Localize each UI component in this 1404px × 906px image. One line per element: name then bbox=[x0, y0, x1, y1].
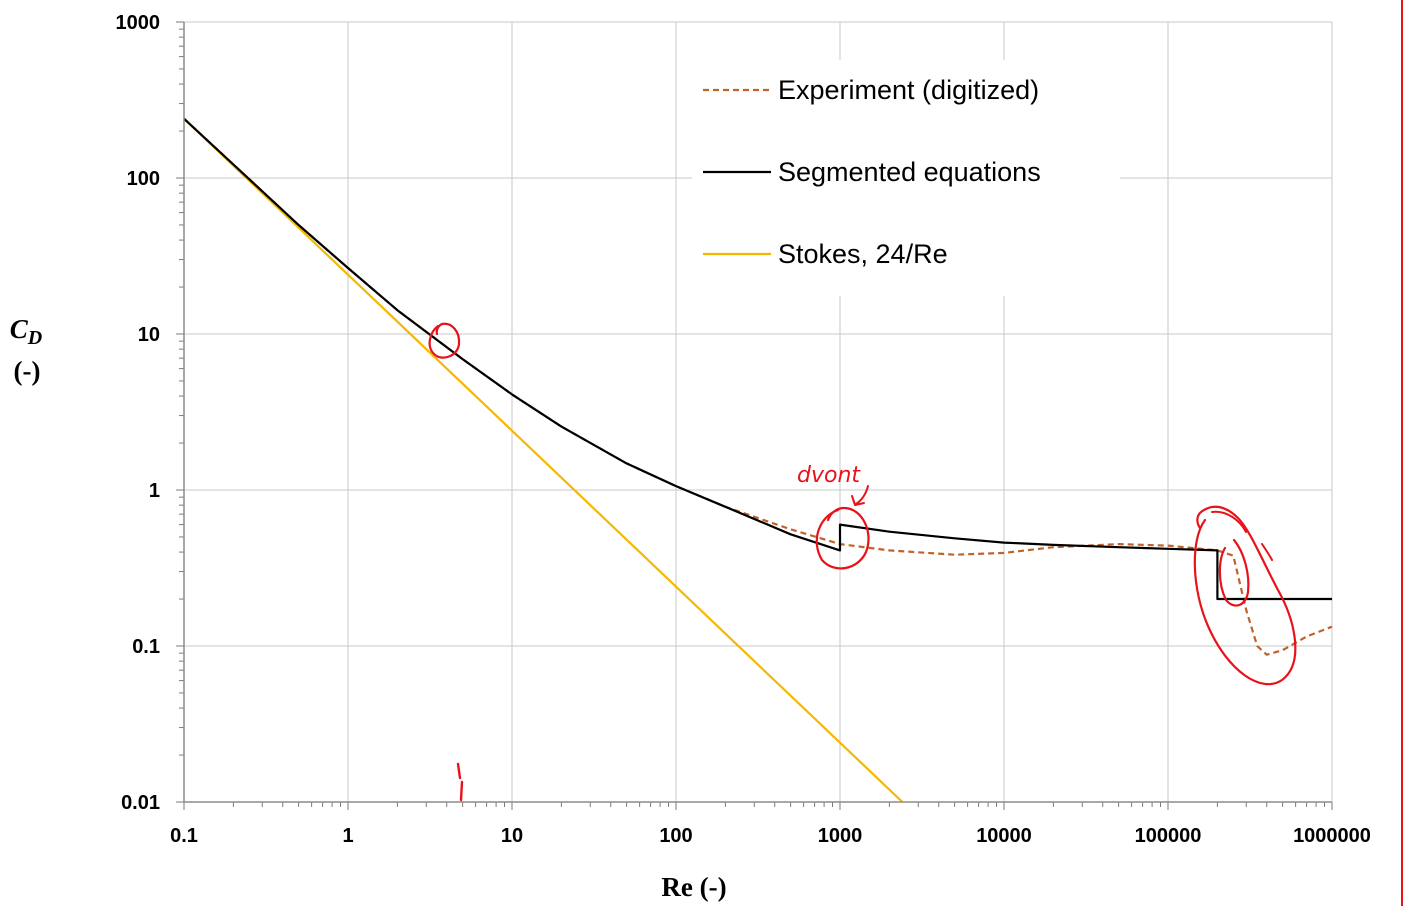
x-tick-label: 10000 bbox=[976, 825, 1032, 847]
x-tick-label: 100 bbox=[659, 825, 692, 847]
annotation-stroke bbox=[1261, 543, 1273, 561]
y-tick-label: 10 bbox=[138, 324, 160, 346]
x-tick-label: 0.1 bbox=[170, 825, 198, 847]
legend-box bbox=[692, 60, 1120, 296]
legend-label-1: Segmented equations bbox=[778, 157, 1041, 187]
circle-mark bbox=[815, 506, 870, 570]
annotations: dvont bbox=[428, 322, 1297, 802]
x-tick-label: 100000 bbox=[1135, 825, 1202, 847]
legend: Experiment (digitized) Segmented equation… bbox=[692, 60, 1120, 296]
x-tick-label: 1 bbox=[342, 825, 353, 847]
series-group bbox=[183, 117, 1333, 803]
circle-mark bbox=[1218, 538, 1250, 607]
y-axis-subscript: D bbox=[27, 327, 42, 349]
annotation-text: dvont bbox=[797, 463, 861, 488]
series-line-2 bbox=[183, 117, 904, 803]
y-tick-label: 100 bbox=[127, 168, 160, 190]
x-axis-title: Re (-) bbox=[661, 872, 726, 902]
series-line-1 bbox=[183, 117, 1332, 601]
legend-label-2: Stokes, 24/Re bbox=[778, 239, 948, 269]
x-tick-label: 1000000 bbox=[1293, 825, 1371, 847]
y-tick-label: 1 bbox=[149, 480, 160, 502]
annotation-stroke bbox=[456, 762, 464, 802]
arrow-shaft bbox=[855, 485, 869, 505]
circle-mark bbox=[1193, 505, 1297, 686]
x-tick-label: 1000 bbox=[818, 825, 863, 847]
arrow-head bbox=[851, 495, 865, 506]
y-tick-label: 0.1 bbox=[132, 636, 160, 658]
y-axis-unit: (-) bbox=[14, 356, 41, 386]
right-edge-line bbox=[1401, 0, 1403, 906]
annotation-stroke bbox=[1211, 510, 1247, 533]
y-axis-title: CD bbox=[10, 314, 42, 349]
circle-mark bbox=[428, 322, 461, 359]
y-tick-label: 1000 bbox=[116, 12, 161, 34]
y-tick-label: 0.01 bbox=[121, 792, 160, 814]
axes: 0.1 1 10 100 1000 10000 100000 1000000 0.01 0.1 1 1… bbox=[116, 12, 1371, 847]
legend-label-0: Experiment (digitized) bbox=[778, 75, 1039, 105]
x-tick-label: 10 bbox=[501, 825, 523, 847]
grid bbox=[184, 21, 1333, 802]
y-axis-symbol: C bbox=[10, 314, 29, 344]
